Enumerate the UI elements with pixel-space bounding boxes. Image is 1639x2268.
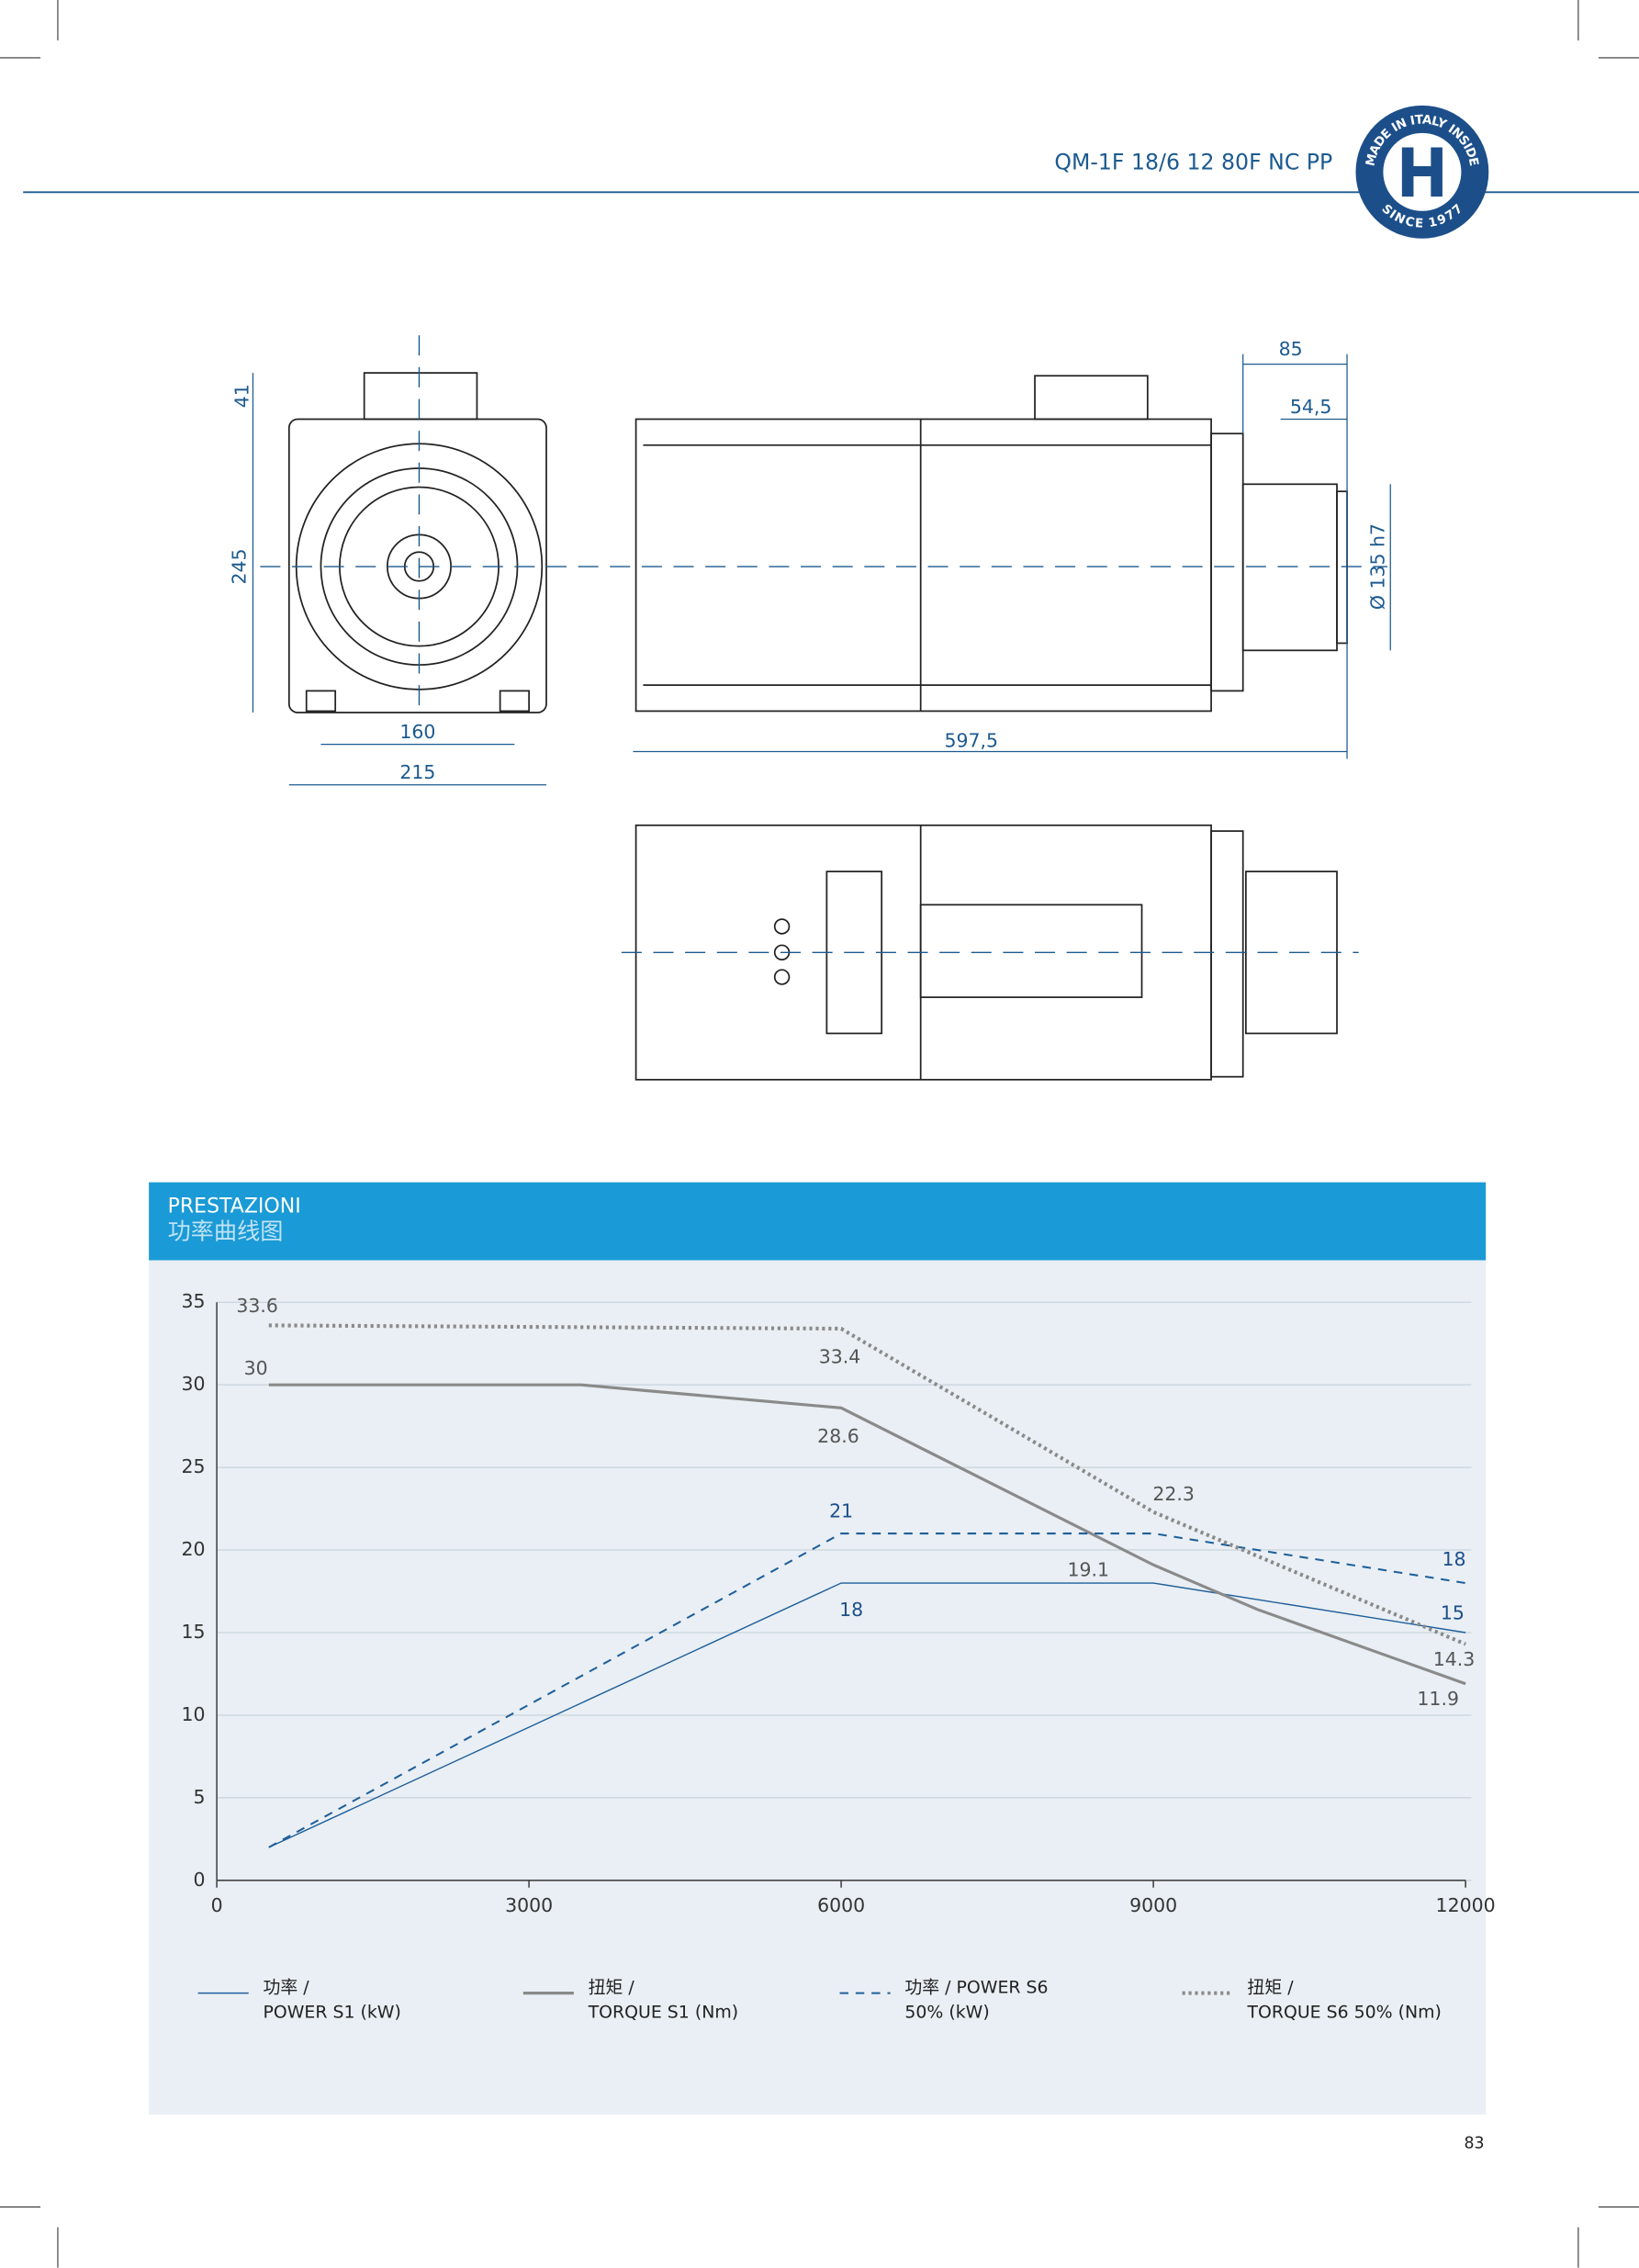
chart-panel	[149, 1260, 1487, 2115]
data-label: 15	[1441, 1602, 1465, 1624]
front-foot	[499, 690, 530, 713]
y-tick-label: 35	[181, 1290, 205, 1312]
logo: MADE IN ITALY INSIDE SINCE 1977	[1355, 105, 1489, 239]
data-label: 33.6	[236, 1295, 278, 1317]
bottom-plate	[919, 904, 1143, 998]
dimension-label: 54,5	[1290, 396, 1332, 418]
legend-label: 功率 / POWER S1 (kW)	[263, 1977, 401, 2023]
y-tick-label: 25	[181, 1455, 205, 1477]
legend-label-box: 扭矩 / TORQUE S1 (Nm)	[588, 1977, 739, 2023]
series-line	[268, 1323, 1466, 1646]
dimension-label: 597,5	[944, 729, 998, 751]
x-tick-label: 9000	[1129, 1894, 1177, 1916]
chart: 0 5 10 15 20 25 30 35 0 3000 6000 9000 12000 18 15 功率 /…	[181, 1290, 1496, 2023]
legend-label: 扭矩 / TORQUE S6 50% (Nm)	[1247, 1977, 1442, 2023]
front-body	[287, 418, 547, 713]
dimension-label: 85	[1279, 338, 1303, 360]
y-tick-label: 15	[181, 1621, 205, 1643]
front-box	[363, 372, 478, 421]
page-number: 83	[1465, 2134, 1485, 2152]
x-tick-label: 0	[211, 1894, 223, 1916]
data-label: 22.3	[1152, 1483, 1195, 1505]
dimension-label: 41	[230, 384, 253, 408]
series-line	[268, 1582, 1466, 1848]
data-label: 18	[1443, 1548, 1466, 1570]
data-label: 19.1	[1068, 1559, 1110, 1581]
section-header	[149, 1182, 1487, 1261]
dimension-label: Ø 135 h7	[1367, 523, 1389, 610]
data-label: 11.9	[1417, 1688, 1459, 1710]
side-nose	[1241, 483, 1338, 652]
x-tick-label: 3000	[505, 1894, 553, 1916]
x-tick-label: 6000	[817, 1894, 865, 1916]
data-label: 18	[839, 1599, 863, 1621]
legend-label-box: 功率 / POWER S6 50% (kW)	[904, 1977, 1049, 2023]
y-tick-label: 30	[181, 1373, 205, 1395]
side-flange	[1210, 432, 1244, 692]
section-subtitle: 功率曲线图	[168, 1218, 284, 1245]
x-tick-label: 12000	[1436, 1894, 1496, 1916]
series-line	[268, 1383, 1466, 1686]
y-tick-label: 0	[194, 1869, 206, 1891]
y-tick-label: 20	[181, 1538, 205, 1560]
legend-label-box: 功率 / POWER S1 (kW)	[263, 1977, 401, 2023]
series-line	[268, 1533, 1466, 1848]
y-tick-label: 10	[181, 1703, 205, 1725]
dimension-label: 215	[399, 761, 435, 783]
y-tick-label: 5	[194, 1786, 206, 1808]
dimension-label: 160	[399, 721, 435, 743]
data-label: 14.3	[1433, 1648, 1476, 1670]
front-foot	[305, 690, 337, 713]
data-label: 33.4	[819, 1345, 861, 1367]
connector	[773, 918, 791, 935]
legend-label: 扭矩 / TORQUE S1 (Nm)	[588, 1977, 739, 2023]
technical-drawing: 41 245 160 215 85 54,5 597,5 Ø 135 h7	[228, 335, 1391, 1081]
dimension-label: 245	[228, 549, 250, 585]
connector	[773, 969, 791, 985]
data-label: 21	[829, 1499, 853, 1521]
side-nose	[1336, 490, 1348, 645]
data-label: 30	[244, 1357, 268, 1379]
section-title: PRESTAZIONI	[168, 1195, 301, 1218]
legend-label-box: 扭矩 / TORQUE S6 50% (Nm)	[1247, 1977, 1442, 2023]
legend-label: 功率 / POWER S6 50% (kW)	[904, 1977, 1049, 2023]
model-name: QM-1F 18/6 12 80F NC PP	[1054, 149, 1332, 174]
side-box	[1034, 375, 1149, 421]
logo-h	[1401, 147, 1443, 197]
side-body	[634, 418, 1212, 713]
bottom-flange	[1210, 830, 1244, 1078]
data-label: 28.6	[817, 1425, 859, 1447]
